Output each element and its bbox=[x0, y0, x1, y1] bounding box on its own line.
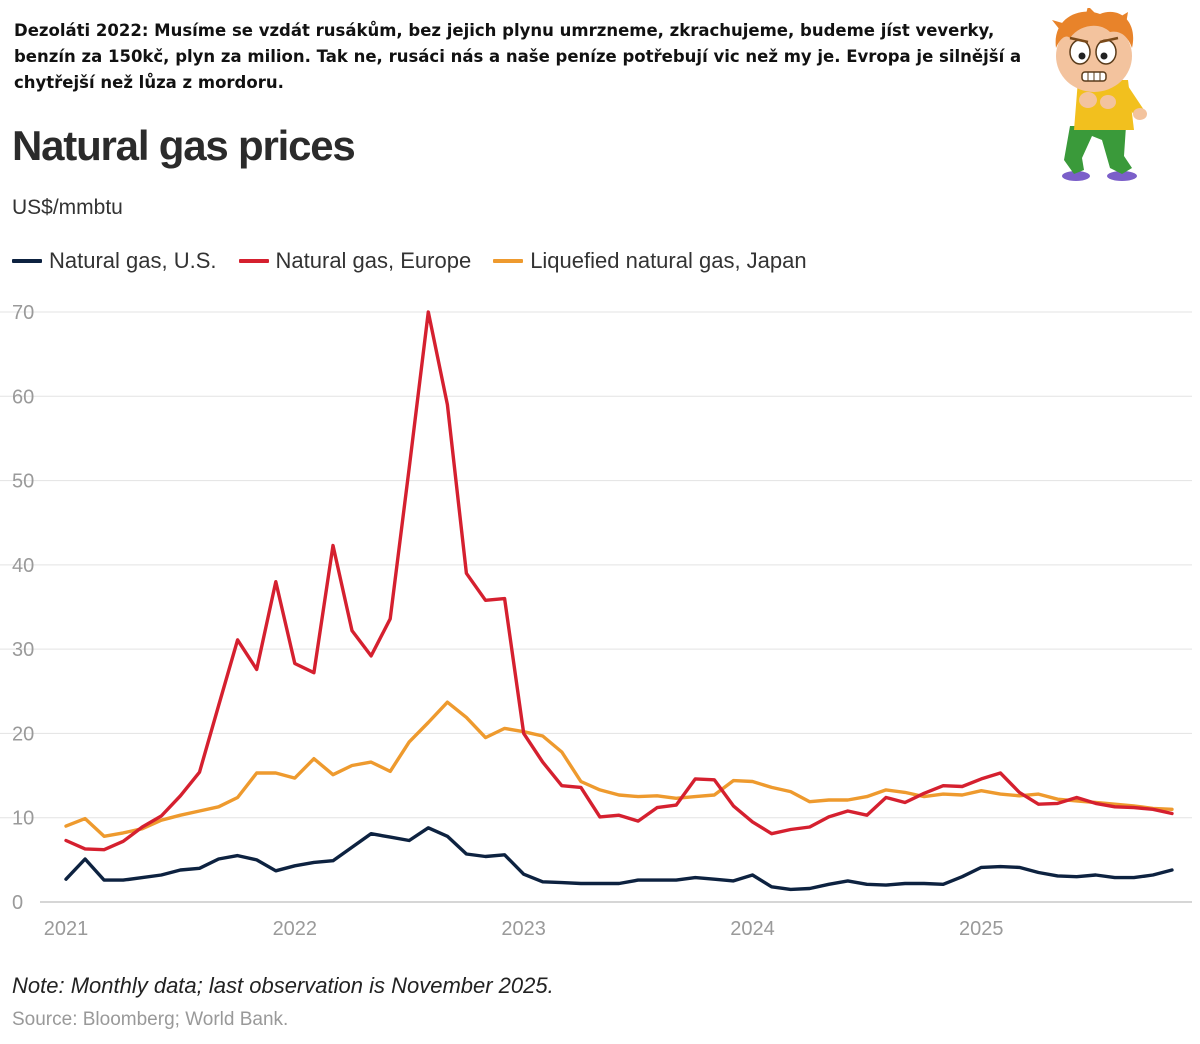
legend-label-us: Natural gas, U.S. bbox=[49, 248, 217, 273]
legend-item-europe: Natural gas, Europe bbox=[238, 248, 472, 274]
x-tick-label: 2021 bbox=[44, 918, 89, 940]
y-tick-label: 0 bbox=[12, 892, 23, 914]
x-tick-label: 2023 bbox=[501, 918, 546, 940]
x-tick-label: 2025 bbox=[959, 918, 1004, 940]
chart-source: Source: Bloomberg; World Bank. bbox=[12, 1009, 289, 1030]
y-tick-label: 30 bbox=[12, 639, 34, 661]
y-tick-label: 60 bbox=[12, 386, 34, 408]
scared-boy-cartoon bbox=[1052, 8, 1147, 181]
y-axis-unit: US$/mmbtu bbox=[12, 196, 123, 219]
legend-swatch-japan bbox=[493, 259, 524, 263]
x-tick-label: 2022 bbox=[273, 918, 318, 940]
meme-caption: Dezoláti 2022: Musíme se vzdát rusákům, … bbox=[14, 21, 1022, 92]
series-line-us bbox=[64, 826, 1174, 892]
series-line-europe bbox=[64, 310, 1174, 852]
x-tick-label: 2024 bbox=[730, 918, 775, 940]
series-line-japan bbox=[64, 700, 1174, 838]
y-tick-label: 10 bbox=[12, 808, 34, 830]
chart-title: Natural gas prices bbox=[12, 122, 356, 169]
legend-swatch-europe bbox=[238, 259, 269, 263]
y-tick-label: 20 bbox=[12, 723, 34, 745]
chart-legend: Natural gas, U.S. Natural gas, Europe Li… bbox=[12, 248, 829, 274]
legend-label-japan: Liquefied natural gas, Japan bbox=[530, 248, 807, 273]
legend-label-europe: Natural gas, Europe bbox=[275, 248, 472, 273]
y-tick-label: 40 bbox=[12, 555, 34, 577]
legend-swatch-us bbox=[12, 259, 42, 263]
y-tick-label: 70 bbox=[12, 302, 34, 324]
line-chart: 0 10 20 30 40 50 60 70 2021 2022 2023 2024 2025 bbox=[0, 302, 1192, 940]
y-tick-label: 50 bbox=[12, 471, 34, 493]
legend-item-japan: Liquefied natural gas, Japan bbox=[493, 248, 807, 274]
legend-item-us: Natural gas, U.S. bbox=[12, 248, 217, 274]
chart-note: Note: Monthly data; last observation is … bbox=[12, 973, 554, 998]
